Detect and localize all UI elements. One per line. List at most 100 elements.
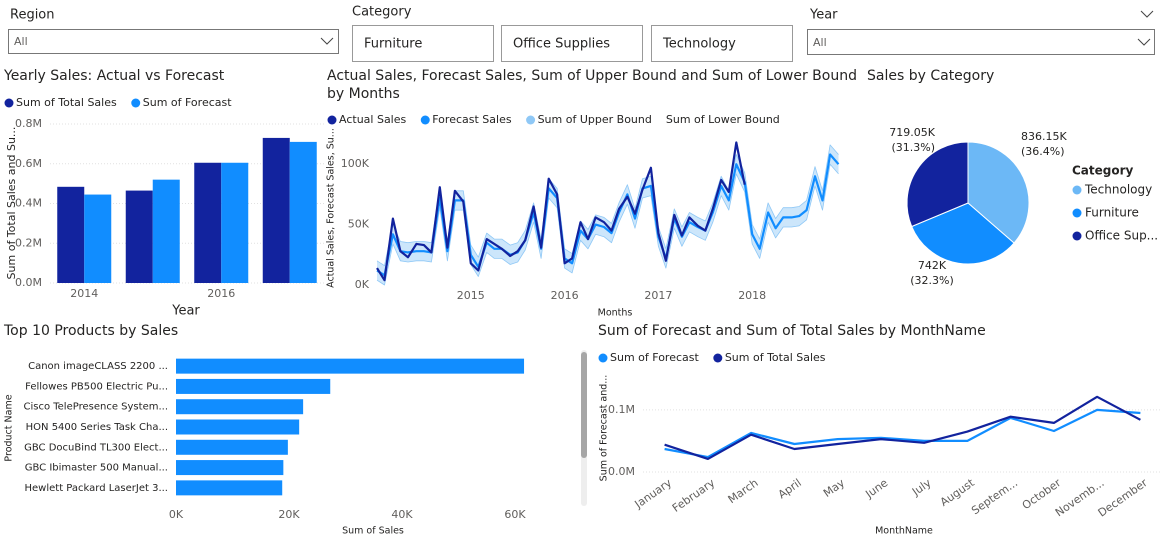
chart-title: Sum of Forecast and Sum of Total Sales b… — [598, 323, 986, 339]
y-tick-label: 0K — [355, 278, 370, 291]
y-tick-label: 0.8M — [15, 117, 42, 130]
slicer-label: Region — [10, 8, 55, 23]
bar — [176, 358, 525, 374]
bar — [176, 439, 288, 455]
y-axis-label: Sum of Forecast and... — [599, 375, 610, 482]
chart-title: Sales by Category — [867, 68, 995, 84]
pie-slice — [911, 202, 1015, 265]
legend-label: Furniture — [1085, 206, 1139, 220]
legend-label: Sum of Forecast — [610, 351, 699, 364]
legend-label: Technology — [1084, 183, 1152, 197]
pie-slice — [967, 141, 1030, 244]
x-tick-label: February — [670, 476, 718, 515]
y-tick-label: Cisco TelePresence System... — [23, 402, 168, 413]
y-axis-label: Actual Sales, Forecast Sales, Su... — [326, 128, 337, 288]
data-label: 742K — [918, 259, 947, 272]
chart-title: Actual Sales, Forecast Sales, Sum of Upp… — [327, 68, 857, 102]
legend-title: Category — [1072, 164, 1134, 178]
dropdown-value: All — [14, 35, 28, 48]
legend-label: Sum of Forecast — [143, 96, 232, 109]
dropdown-value: All — [813, 36, 827, 49]
legend-marker — [1072, 185, 1082, 195]
legend-marker — [1072, 208, 1082, 218]
legend-label: Actual Sales — [339, 113, 407, 126]
x-axis-label: MonthName — [875, 526, 933, 537]
x-tick-label: 40K — [391, 508, 413, 521]
bar — [57, 186, 85, 283]
y-tick-label: 0.0M — [608, 465, 635, 478]
slicer-button[interactable] — [501, 25, 643, 62]
x-tick-label: July — [909, 476, 934, 499]
legend-marker — [327, 115, 337, 125]
legend-marker — [4, 98, 14, 108]
x-tick-label: 60K — [504, 508, 526, 521]
slicer-button[interactable] — [352, 25, 494, 62]
bar — [176, 480, 283, 496]
x-tick-label: March — [726, 476, 761, 506]
x-axis-label: Sum of Sales — [342, 526, 404, 537]
y-tick-label: Hewlett Packard LaserJet 3... — [25, 483, 169, 494]
x-tick-label: 0K — [169, 508, 184, 521]
y-tick-label: HON 5400 Series Task Cha... — [26, 422, 168, 433]
chart-title: Yearly Sales: Actual vs Forecast — [4, 68, 225, 84]
legend-marker — [420, 115, 430, 125]
dropdown[interactable] — [8, 29, 339, 54]
legend-marker — [1072, 231, 1082, 241]
bar — [125, 190, 153, 283]
legend-label: Forecast Sales — [432, 113, 512, 126]
y-tick-label: 0.1M — [608, 403, 635, 416]
x-tick-label: 2016 — [207, 287, 235, 300]
chevron[interactable] — [1140, 10, 1154, 18]
x-tick-label: 2017 — [644, 289, 672, 302]
y-axis-label: Product Name — [4, 394, 15, 461]
x-tick-label: May — [821, 476, 847, 500]
series-line — [376, 153, 840, 277]
series-line — [664, 395, 1141, 460]
legend-label: Sum of Lower Bound — [666, 113, 780, 126]
pie-slice — [906, 141, 969, 228]
y-tick-label: GBC DocuBind TL300 Elect... — [24, 442, 168, 453]
data-label: (31.3%) — [891, 141, 935, 154]
data-label: (36.4%) — [1021, 145, 1065, 158]
legend-marker — [598, 353, 608, 363]
bar — [176, 378, 331, 394]
y-tick-label: 100K — [341, 157, 370, 170]
y-tick-label: 0.0M — [15, 276, 42, 289]
bar — [176, 419, 300, 435]
x-tick-label: January — [632, 476, 675, 511]
y-axis-label: Sum of Total Sales and Su... — [5, 127, 18, 280]
legend-label: Sum of Total Sales — [16, 96, 117, 109]
bar — [176, 399, 304, 415]
x-tick-label: Septem... — [969, 476, 1020, 517]
chevron — [320, 37, 334, 45]
x-tick-label: 20K — [278, 508, 300, 521]
legend-marker — [713, 353, 723, 363]
y-tick-label: 0.4M — [15, 197, 42, 210]
y-tick-label: Canon imageCLASS 2200 ... — [28, 361, 168, 372]
legend-marker — [526, 115, 536, 125]
x-tick-label: 2018 — [738, 289, 766, 302]
x-tick-label: 2016 — [551, 289, 579, 302]
legend-marker — [131, 98, 141, 108]
bar — [289, 141, 317, 283]
y-tick-label: 50K — [348, 218, 370, 231]
dropdown[interactable] — [807, 29, 1155, 55]
series-line — [664, 408, 1141, 459]
data-label: 719.05K — [889, 126, 935, 139]
data-label: (32.3%) — [910, 274, 954, 287]
scrollbar-thumb[interactable] — [581, 352, 587, 458]
x-tick-label: 2015 — [457, 289, 485, 302]
series-line — [376, 141, 746, 282]
slicer-option: Technology — [662, 37, 736, 52]
legend-label: Office Sup... — [1085, 229, 1158, 243]
bar — [221, 162, 249, 283]
bar — [176, 460, 284, 476]
y-tick-label: Fellowes PB500 Electric Pu... — [25, 381, 168, 392]
x-tick-label: June — [862, 476, 890, 501]
chevron — [1137, 38, 1151, 46]
slicer-button[interactable] — [651, 25, 793, 62]
data-label: 836.15K — [1021, 130, 1067, 143]
x-axis-label: Months — [598, 308, 633, 319]
bar — [84, 194, 112, 283]
